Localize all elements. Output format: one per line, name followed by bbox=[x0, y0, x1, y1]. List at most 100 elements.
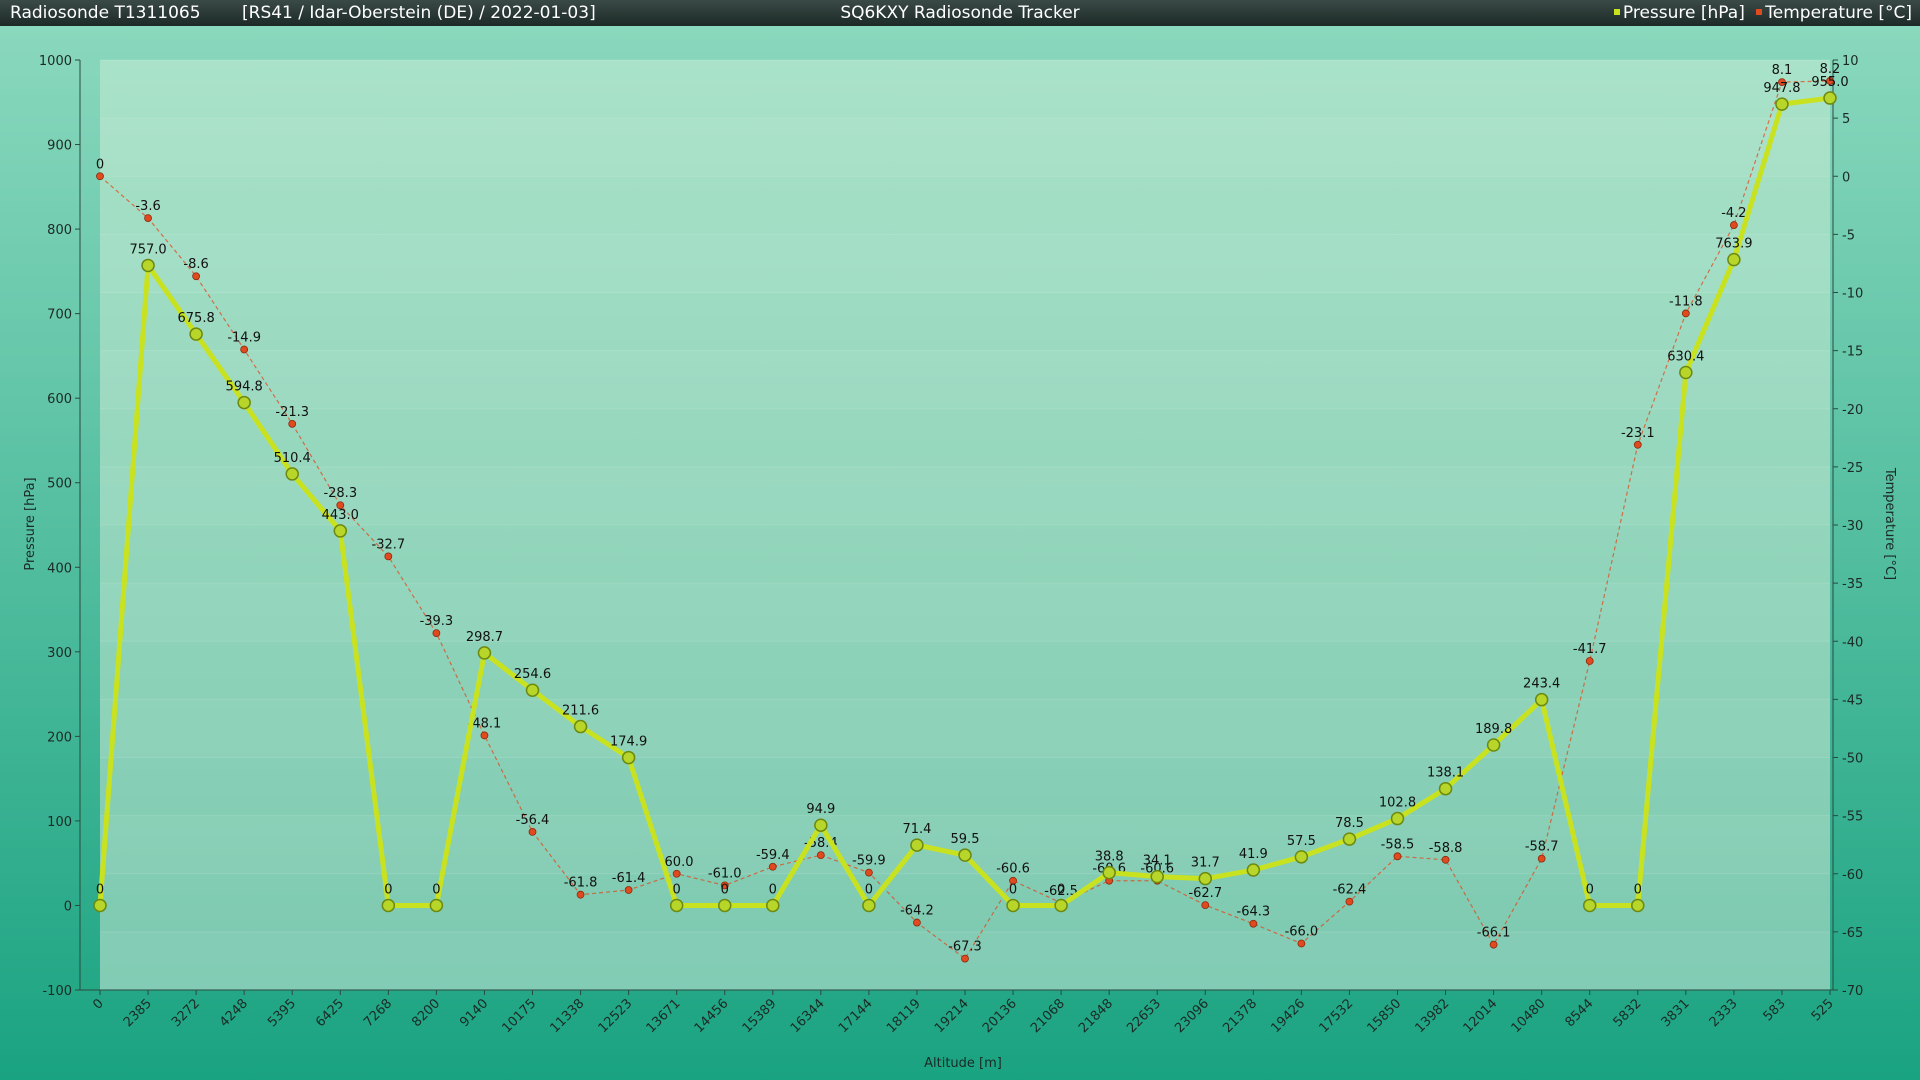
temperature-point bbox=[1441, 855, 1450, 864]
pressure-data-label: 630.4 bbox=[1667, 349, 1704, 364]
title-bar: Radiosonde T1311065 [RS41 / Idar-Oberste… bbox=[0, 0, 1920, 26]
temperature-data-label: -8.6 bbox=[183, 257, 208, 272]
temperature-data-label: -32.7 bbox=[372, 537, 406, 552]
pressure-point bbox=[285, 467, 299, 481]
pressure-data-label: 955.0 bbox=[1811, 75, 1848, 90]
y2-tick-label: -65 bbox=[1842, 926, 1863, 941]
pressure-point bbox=[1679, 365, 1693, 380]
temperature-point bbox=[1633, 440, 1642, 449]
sonde-info: [RS41 / Idar-Oberstein (DE) / 2022-01-03… bbox=[242, 3, 596, 23]
y2-tick-label: -20 bbox=[1842, 403, 1863, 418]
temperature-point bbox=[1489, 940, 1498, 949]
temperature-point bbox=[336, 501, 345, 510]
pressure-legend-swatch bbox=[1613, 9, 1620, 15]
temperature-point bbox=[1009, 876, 1017, 885]
pressure-point bbox=[1246, 863, 1261, 877]
y2-tick-label: -30 bbox=[1842, 519, 1863, 534]
temperature-point bbox=[1826, 77, 1834, 85]
y-tick-label: 100 bbox=[47, 815, 72, 830]
y2-tick-label: 5 bbox=[1842, 112, 1850, 127]
y-tick-label: 700 bbox=[47, 308, 72, 323]
temperature-data-label: -64.3 bbox=[1237, 905, 1271, 920]
pressure-point bbox=[766, 898, 780, 913]
y2-tick-label: 0 bbox=[1842, 170, 1850, 185]
grid-band bbox=[100, 350, 1830, 409]
pressure-point bbox=[573, 719, 588, 734]
radiosonde-id: Radiosonde T1311065 bbox=[10, 3, 201, 23]
temperature-point bbox=[528, 828, 537, 836]
grid-band bbox=[100, 466, 1830, 525]
y-tick-label: 600 bbox=[47, 392, 72, 407]
temperature-legend-swatch bbox=[1756, 9, 1763, 15]
plot-area bbox=[100, 60, 1830, 990]
pressure-point bbox=[1823, 91, 1837, 105]
pressure-data-label: 102.8 bbox=[1379, 796, 1416, 811]
temperature-point bbox=[961, 954, 969, 963]
temperature-point bbox=[192, 272, 201, 281]
pressure-point bbox=[669, 898, 684, 913]
pressure-data-label: 34.1 bbox=[1143, 854, 1172, 869]
y2-tick-label: -15 bbox=[1842, 345, 1863, 360]
pressure-data-label: 71.4 bbox=[902, 822, 931, 837]
temperature-data-label: -64.2 bbox=[900, 904, 934, 919]
grid-band bbox=[100, 815, 1830, 874]
pressure-data-label: 0 bbox=[1634, 882, 1642, 897]
y2-tick-label: -55 bbox=[1842, 810, 1863, 825]
pressure-data-label: 189.8 bbox=[1475, 722, 1512, 737]
pressure-point bbox=[1775, 97, 1789, 111]
legend: Pressure [hPa] Temperature [°C] bbox=[1608, 0, 1912, 26]
pressure-point bbox=[237, 395, 251, 410]
grid-band bbox=[100, 699, 1830, 758]
pressure-point bbox=[381, 898, 396, 913]
pressure-point bbox=[717, 898, 732, 913]
y2-tick-label: -45 bbox=[1842, 693, 1863, 708]
temperature-point bbox=[1249, 919, 1258, 928]
pressure-point bbox=[1198, 871, 1213, 886]
pressure-data-label: 78.5 bbox=[1335, 816, 1364, 831]
temperature-point bbox=[288, 419, 297, 428]
pressure-data-label: 510.4 bbox=[274, 451, 311, 466]
y-tick-label: 1000 bbox=[39, 54, 72, 69]
temperature-data-label: -28.3 bbox=[323, 486, 357, 501]
temperature-data-label: -39.3 bbox=[420, 614, 454, 629]
temperature-data-label: -66.1 bbox=[1477, 926, 1511, 941]
pressure-point bbox=[1390, 811, 1405, 826]
pressure-point bbox=[141, 258, 155, 273]
pressure-point bbox=[1294, 850, 1309, 864]
pressure-data-label: 243.4 bbox=[1523, 677, 1560, 692]
y-tick-label: 800 bbox=[47, 223, 72, 238]
pressure-point bbox=[189, 327, 203, 341]
y2-tick-label: -60 bbox=[1842, 868, 1863, 883]
pressure-point bbox=[814, 818, 828, 832]
pressure-point bbox=[429, 898, 444, 913]
temperature-data-label: -56.4 bbox=[516, 813, 550, 828]
pressure-point bbox=[93, 898, 107, 913]
grid-band bbox=[100, 234, 1830, 293]
pressure-data-label: 31.7 bbox=[1191, 856, 1220, 871]
pressure-point bbox=[862, 898, 876, 913]
y-tick-label: 200 bbox=[47, 730, 72, 745]
pressure-data-label: 41.9 bbox=[1239, 847, 1268, 862]
pressure-point bbox=[1486, 738, 1501, 752]
x-axis-label: Altitude [m] bbox=[924, 1056, 1002, 1071]
temperature-data-label: -4.2 bbox=[1721, 206, 1746, 221]
pressure-point bbox=[477, 646, 492, 660]
pressure-point bbox=[1006, 898, 1020, 913]
temperature-data-label: -59.9 bbox=[852, 854, 886, 869]
temperature-data-label: -58.7 bbox=[1525, 840, 1559, 855]
temperature-point bbox=[768, 862, 777, 871]
pressure-point bbox=[910, 838, 924, 852]
pressure-data-label: 757.0 bbox=[129, 242, 166, 257]
pressure-point bbox=[1727, 252, 1741, 267]
pressure-data-label: 675.8 bbox=[178, 311, 215, 326]
temperature-point bbox=[144, 214, 152, 223]
pressure-legend-label: Pressure [hPa] bbox=[1622, 3, 1745, 23]
pressure-data-label: 298.7 bbox=[466, 630, 503, 645]
temperature-point bbox=[1729, 221, 1738, 229]
temperature-point bbox=[384, 552, 393, 561]
pressure-data-label: 947.8 bbox=[1763, 81, 1800, 96]
temperature-data-label: -66.0 bbox=[1285, 925, 1319, 940]
y2-tick-label: -70 bbox=[1842, 984, 1863, 999]
temperature-data-label: -48.1 bbox=[468, 716, 502, 731]
